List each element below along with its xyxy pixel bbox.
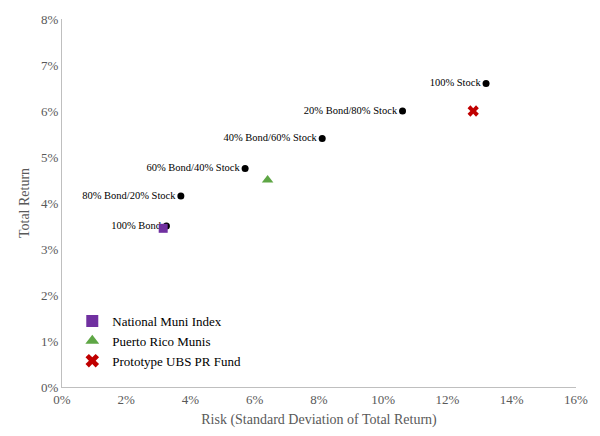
svg-text:8%: 8%	[41, 12, 59, 27]
svg-text:Prototype UBS PR Fund: Prototype UBS PR Fund	[112, 354, 241, 369]
svg-text:3%: 3%	[41, 242, 59, 257]
svg-text:6%: 6%	[246, 392, 264, 407]
svg-text:7%: 7%	[41, 58, 59, 73]
svg-text:100% Stock: 100% Stock	[430, 77, 482, 88]
svg-text:2%: 2%	[41, 288, 59, 303]
svg-text:4%: 4%	[41, 196, 59, 211]
svg-text:16%: 16%	[564, 392, 588, 407]
svg-text:0%: 0%	[53, 392, 71, 407]
svg-text:14%: 14%	[500, 392, 524, 407]
svg-text:10%: 10%	[371, 392, 395, 407]
svg-text:Risk (Standard Deviation of To: Risk (Standard Deviation of Total Return…	[201, 412, 437, 428]
svg-text:4%: 4%	[182, 392, 200, 407]
svg-text:12%: 12%	[436, 392, 460, 407]
svg-text:1%: 1%	[41, 334, 59, 349]
svg-text:20% Bond/80% Stock: 20% Bond/80% Stock	[304, 105, 398, 116]
svg-text:0%: 0%	[41, 380, 59, 395]
svg-text:Puerto Rico Munis: Puerto Rico Munis	[112, 334, 210, 349]
svg-text:Total Return: Total Return	[17, 168, 32, 238]
svg-text:40% Bond/60% Stock: 40% Bond/60% Stock	[223, 132, 317, 143]
svg-text:8%: 8%	[310, 392, 328, 407]
svg-text:60% Bond/40% Stock: 60% Bond/40% Stock	[146, 162, 240, 173]
svg-text:80% Bond/20% Stock: 80% Bond/20% Stock	[82, 190, 176, 201]
svg-text:6%: 6%	[41, 104, 59, 119]
svg-text:2%: 2%	[118, 392, 136, 407]
svg-text:100% Bond: 100% Bond	[111, 220, 162, 231]
svg-text:5%: 5%	[41, 150, 59, 165]
svg-text:National Muni Index: National Muni Index	[112, 314, 222, 329]
